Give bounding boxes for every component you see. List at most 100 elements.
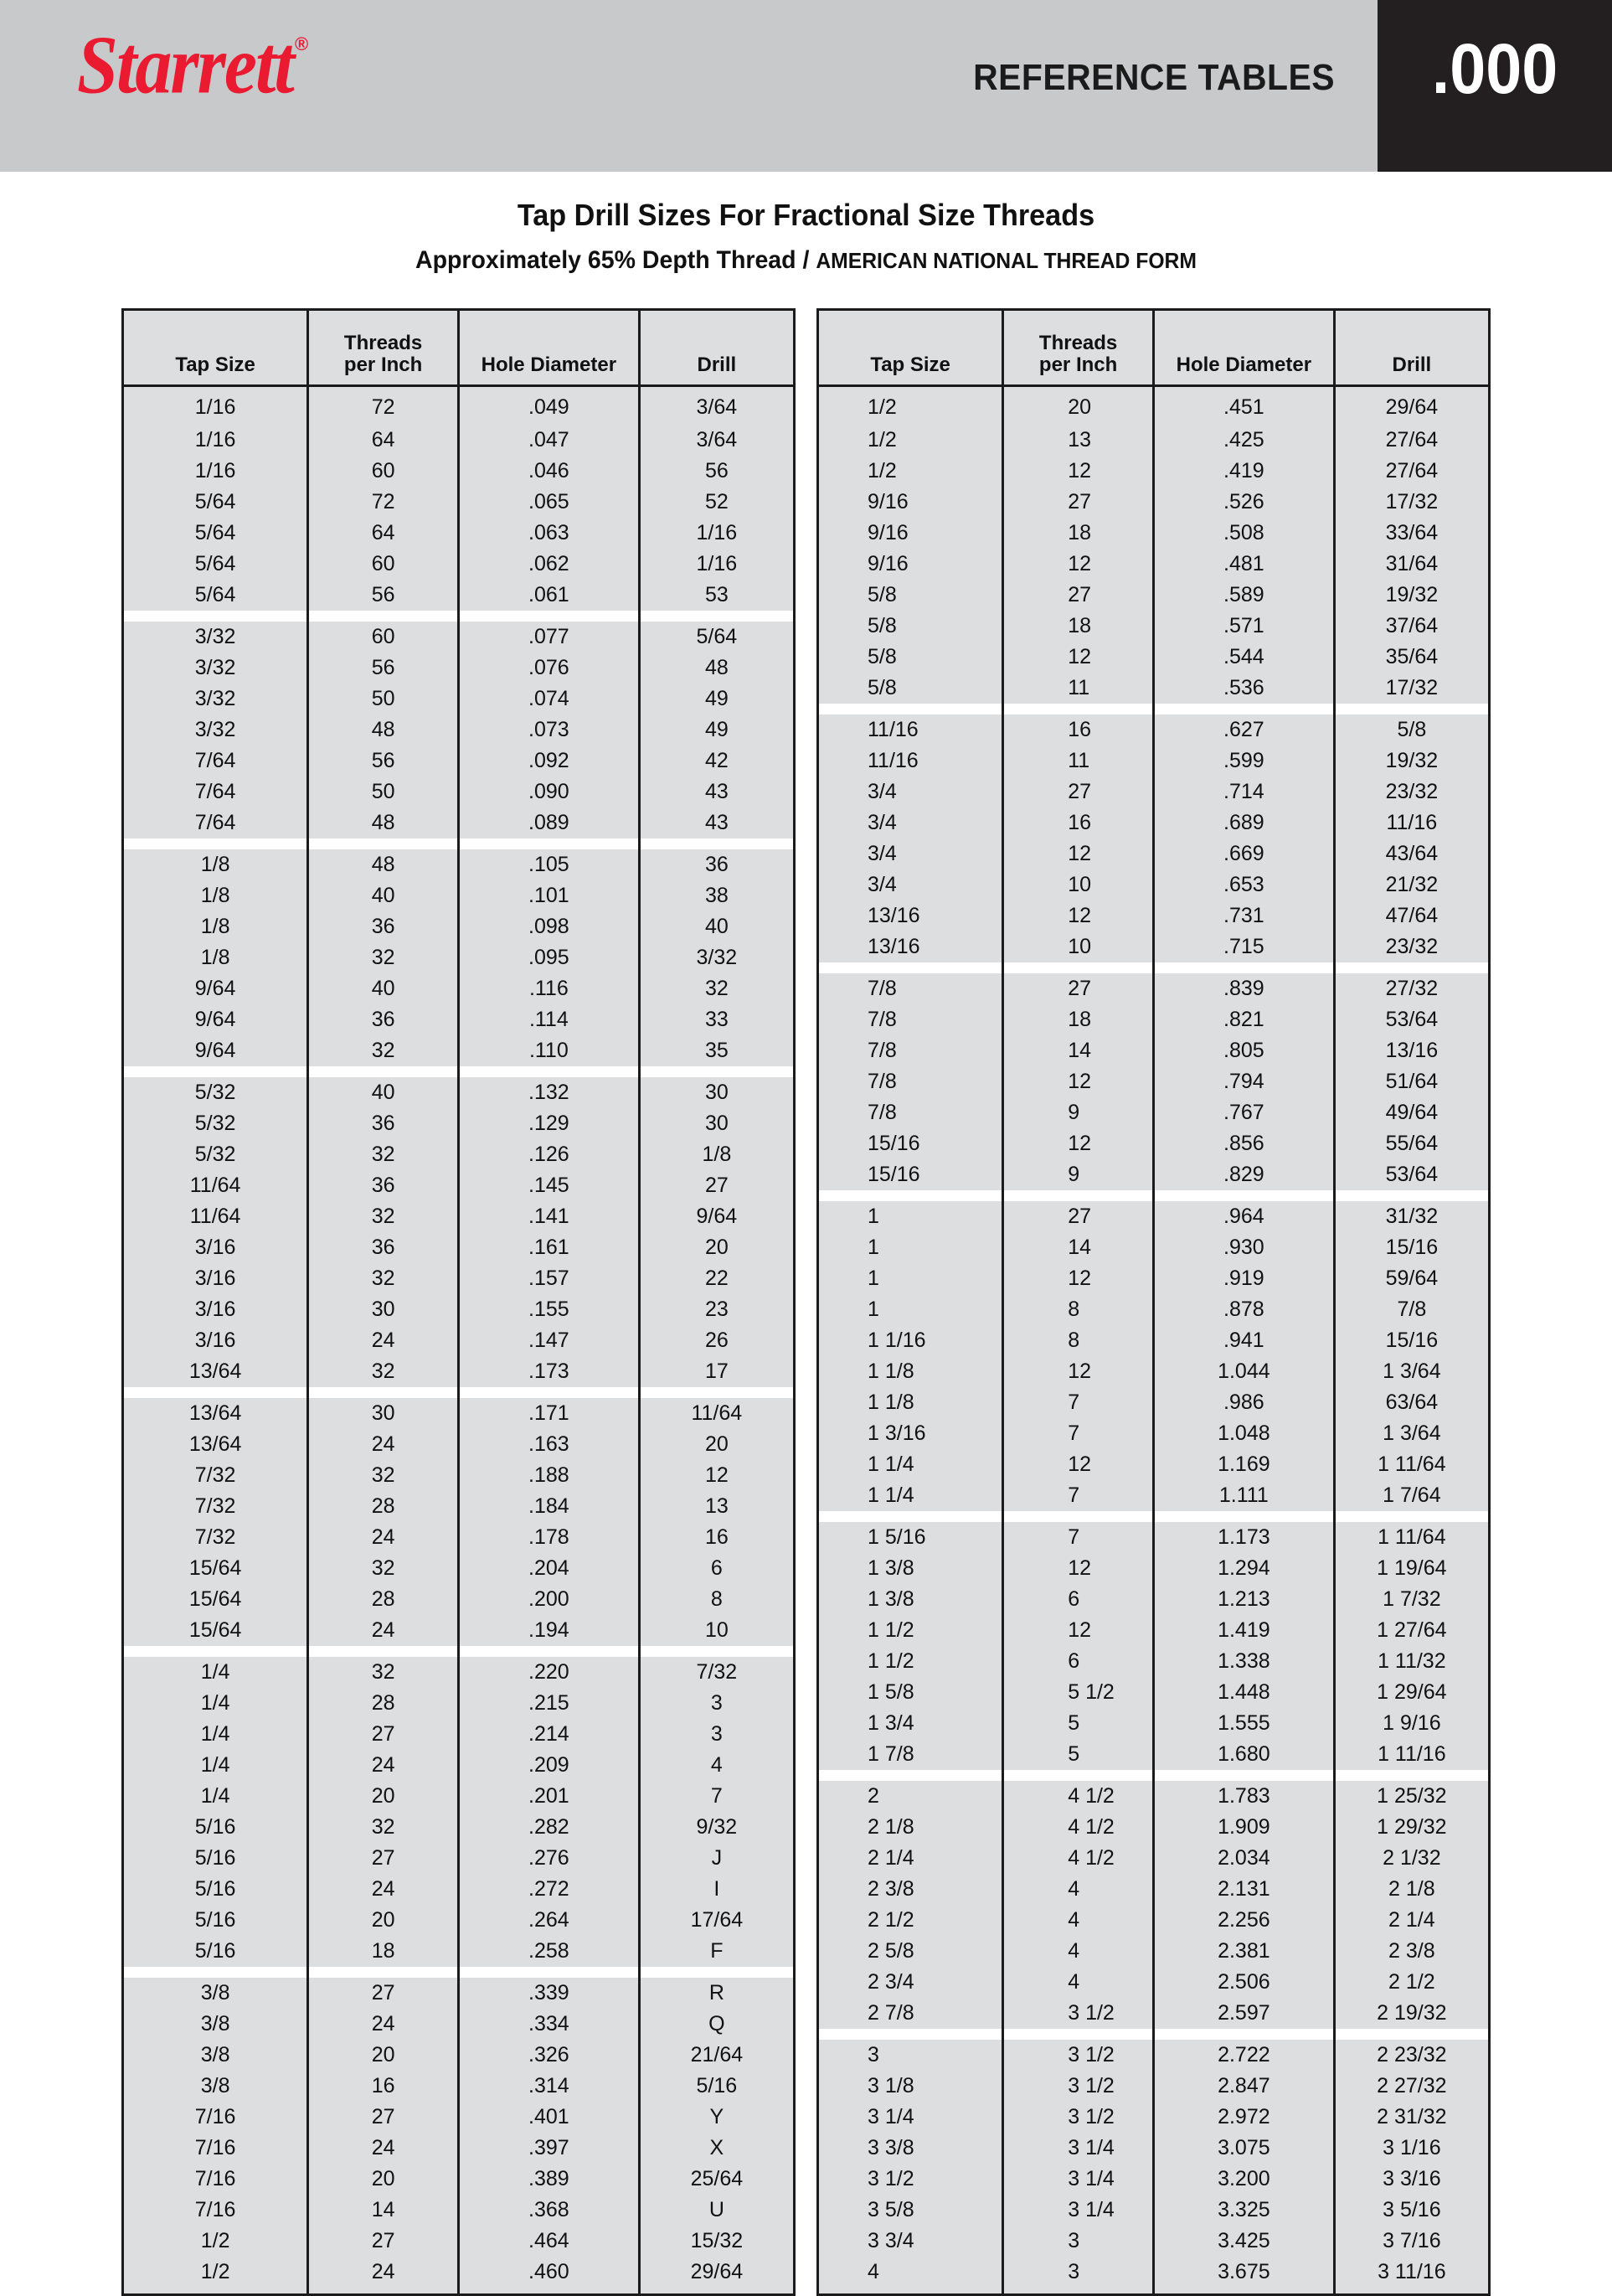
cell-hole-diameter: 1.338	[1153, 1646, 1336, 1677]
cell-drill: 1 19/64	[1334, 1553, 1488, 1584]
cell-drill: 1 11/64	[1334, 1449, 1488, 1480]
table-row: 5/8 27.589 19/32	[819, 580, 1488, 611]
cell-hole-diameter: .200	[458, 1584, 641, 1615]
cell-tap-size: 1 3/8	[819, 1584, 1005, 1615]
cell-drill: 3 5/16	[1334, 2195, 1488, 2226]
cell-drill: 2 3/8	[1334, 1936, 1488, 1967]
cell-tap-size: 5/16	[124, 1843, 310, 1874]
group-separator	[124, 1967, 793, 1978]
cell-threads-per-inch: 24	[307, 1615, 460, 1646]
group-separator-cell	[639, 1646, 793, 1657]
cell-drill: 36	[639, 849, 793, 880]
cell-drill: 3 3/16	[1334, 2164, 1488, 2195]
cell-hole-diameter: 1.213	[1153, 1584, 1336, 1615]
cell-hole-diameter: 1.419	[1153, 1615, 1336, 1646]
page-subtitle-main: Approximately 65% Depth Thread /	[415, 246, 816, 274]
cell-drill: 20	[639, 1429, 793, 1460]
cell-drill: 1 3/64	[1334, 1418, 1488, 1449]
cell-hole-diameter: .132	[458, 1077, 641, 1108]
cell-threads-per-inch: 32	[307, 1812, 460, 1843]
cell-drill: 2 27/32	[1334, 2071, 1488, 2102]
cell-threads-per-inch: 4	[1002, 1967, 1155, 1998]
table-row: 3/16 36.161 20	[124, 1232, 793, 1263]
cell-hole-diameter: .201	[458, 1781, 641, 1812]
table-row: 11/64 32.141 9/64	[124, 1201, 793, 1232]
cell-threads-per-inch: 11	[1002, 746, 1155, 777]
cell-drill: 7	[639, 1781, 793, 1812]
cell-tap-size: 5/32	[124, 1139, 310, 1170]
cell-drill: 20	[639, 1232, 793, 1263]
cell-drill: 55/64	[1334, 1128, 1488, 1159]
cell-drill: 43/64	[1334, 838, 1488, 869]
cell-drill: 19/32	[1334, 746, 1488, 777]
cell-tap-size: 1 5/16	[819, 1522, 1005, 1553]
table-right-grid: Tap Size Threads per Inch Hole Diameter …	[819, 311, 1488, 2293]
cell-drill: 3 11/16	[1334, 2257, 1488, 2293]
cell-tap-size: 13/16	[819, 900, 1005, 931]
cell-threads-per-inch: 12	[1002, 1356, 1155, 1387]
cell-hole-diameter: .805	[1153, 1035, 1336, 1066]
table-row: 13/16 12.731 47/64	[819, 900, 1488, 931]
cell-hole-diameter: .065	[458, 487, 641, 518]
cell-threads-per-inch: 8	[1002, 1294, 1155, 1325]
table-row: 5/16 32.282 9/32	[124, 1812, 793, 1843]
cell-threads-per-inch: 27	[307, 2102, 460, 2133]
table-row: 7/64 50.090 43	[124, 777, 793, 807]
group-separator-cell	[307, 838, 460, 849]
cell-tap-size: 7/16	[124, 2195, 310, 2226]
table-row: 3 1/4 3 1/2 2.972 2 31/32	[819, 2102, 1488, 2133]
col-header-hole-diameter-label: Hole Diameter	[1176, 353, 1312, 377]
cell-tap-size: 5/64	[124, 487, 310, 518]
table-row: 7/16 24.397 X	[124, 2133, 793, 2164]
cell-hole-diameter: .147	[458, 1325, 641, 1356]
cell-tap-size: 7/8	[819, 1097, 1005, 1128]
cell-tap-size: 11/16	[819, 715, 1005, 746]
cell-tap-size: 3/4	[819, 838, 1005, 869]
group-separator-cell	[307, 1387, 460, 1398]
group-separator-cell	[1334, 2029, 1488, 2040]
cell-threads-per-inch: 32	[307, 1201, 460, 1232]
cell-hole-diameter: .163	[458, 1429, 641, 1460]
table-row: 1/4 20.201 7	[124, 1781, 793, 1812]
group-separator	[819, 962, 1488, 973]
cell-drill: 15/16	[1334, 1232, 1488, 1263]
cell-drill: 33	[639, 1004, 793, 1035]
cell-tap-size: 7/64	[124, 746, 310, 777]
cell-tap-size: 1	[819, 1232, 1005, 1263]
cell-hole-diameter: .627	[1153, 715, 1336, 746]
cell-threads-per-inch: 7	[1002, 1480, 1155, 1511]
table-row: 5/64 60.062 1/16	[124, 549, 793, 580]
cell-threads-per-inch: 40	[307, 973, 460, 1004]
cell-hole-diameter: .073	[458, 715, 641, 746]
cell-drill: 1 29/64	[1334, 1677, 1488, 1708]
table-row: 5/8 12.544 35/64	[819, 642, 1488, 673]
cell-drill: 26	[639, 1325, 793, 1356]
cell-drill: 1 7/32	[1334, 1584, 1488, 1615]
table-row: 3 1/2 3 1/4 3.200 3 3/16	[819, 2164, 1488, 2195]
cell-tap-size: 7/8	[819, 973, 1005, 1004]
cell-tap-size: 1 7/8	[819, 1739, 1005, 1770]
cell-tap-size: 1/16	[124, 456, 310, 487]
cell-hole-diameter: 2.381	[1153, 1936, 1336, 1967]
cell-tap-size: 7/16	[124, 2164, 310, 2195]
cell-threads-per-inch: 32	[307, 1553, 460, 1584]
cell-tap-size: 5/16	[124, 1812, 310, 1843]
cell-tap-size: 15/16	[819, 1128, 1005, 1159]
cell-drill: 42	[639, 746, 793, 777]
table-row: 2 3/4 4 2.506 2 1/2	[819, 1967, 1488, 1998]
cell-tap-size: 13/64	[124, 1356, 310, 1387]
table-row: 1 5/8 5 1/2 1.448 1 29/64	[819, 1677, 1488, 1708]
cell-threads-per-inch: 64	[307, 518, 460, 549]
cell-drill: I	[639, 1874, 793, 1905]
table-row: 1 27.964 31/32	[819, 1201, 1488, 1232]
cell-drill: J	[639, 1843, 793, 1874]
table-row: 1/16 72.049 3/64	[124, 385, 793, 425]
group-separator-cell	[1002, 2029, 1155, 2040]
cell-hole-diameter: .878	[1153, 1294, 1336, 1325]
tap-drill-table-left: Tap Size Threads per Inch Hole Diameter …	[121, 308, 796, 2296]
group-separator	[124, 838, 793, 849]
group-separator-cell	[639, 1967, 793, 1978]
cell-threads-per-inch: 27	[1002, 487, 1155, 518]
table-row: 1 1/4 7 1.111 1 7/64	[819, 1480, 1488, 1511]
